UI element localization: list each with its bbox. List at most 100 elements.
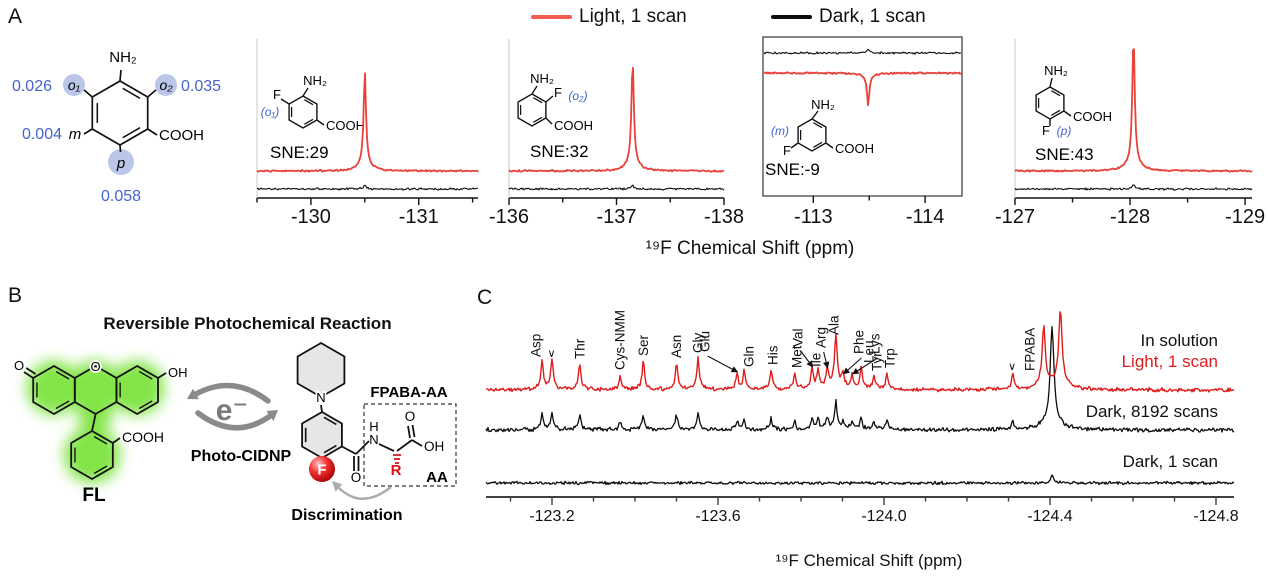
peak-label-ser: Ser	[636, 334, 651, 356]
tick-label: -114	[906, 206, 945, 228]
trace-light-1-scan	[1014, 48, 1253, 173]
peak-label-arrow	[822, 351, 830, 369]
spectrum-a4-para: NH₂ COOH F (p) SNE:43 -127 -128 -129	[995, 39, 1265, 228]
trace-light-1-scan	[508, 66, 725, 173]
inset-molecule-o2: NH₂ F (o₂) COOH	[517, 71, 593, 133]
f-label: F	[317, 462, 326, 479]
amide-n-label: N	[369, 432, 378, 447]
double-bond	[93, 465, 108, 475]
peak-label-arg: Arg	[814, 327, 829, 348]
impurity-marker: ∨	[1008, 361, 1016, 373]
double-bond	[1051, 90, 1061, 97]
double-bond	[122, 87, 141, 99]
electron-label: e⁻	[216, 394, 249, 427]
peak-label-fpaba: FPABA	[1022, 328, 1037, 371]
peak-label-asp: Asp	[529, 334, 544, 357]
peak-label-ile: Ile	[809, 353, 824, 367]
spectrum-a1-ortho1: NH₂ F (o₁) COOH SNE:29 -130 -131	[256, 39, 479, 228]
cooh-label: COOH	[1073, 109, 1112, 124]
peak-label-val: Val	[791, 328, 806, 347]
spectrum-a2-ortho2: NH₂ F (o₂) COOH SNE:32 -136 -137 -138	[489, 39, 744, 228]
p-enhancement-value: 0.058	[101, 188, 141, 205]
tick-label: -137	[596, 206, 636, 228]
amide-h-label: H	[369, 419, 378, 434]
nh2-label: NH₂	[303, 73, 327, 88]
peak-label-his: His	[766, 345, 781, 365]
peak-label-ala: Ala	[826, 315, 841, 335]
peak-label-thr: Thr	[572, 338, 587, 359]
double-bond	[1051, 109, 1061, 116]
p-highlight-circle	[108, 149, 134, 175]
discrimination-label: Discrimination	[291, 507, 402, 524]
tick-label: -123.6	[695, 508, 740, 525]
panel-b-letter: B	[8, 284, 23, 307]
chiral-wedge	[393, 454, 401, 464]
double-bond	[304, 118, 314, 125]
double-bond	[55, 370, 70, 380]
panel-a-letter: A	[8, 5, 23, 28]
carbonyl-o-label: O	[351, 470, 362, 485]
electron-cycle-arrows: e⁻	[187, 382, 278, 431]
trace-light-1-scan	[763, 71, 962, 107]
peak-label-asn: Asn	[669, 335, 684, 358]
tick-label: -124.0	[861, 508, 906, 525]
tick-label: -123.2	[529, 508, 574, 525]
r-group-label: R	[391, 462, 402, 479]
tick-label: -113	[794, 206, 833, 228]
panel-a-axis-title: ¹⁹F Chemical Shift (ppm)	[645, 238, 855, 259]
position-label: (o₂)	[568, 89, 587, 103]
inset-molecule-m: NH₂ (m) F COOH	[771, 97, 874, 158]
peak-label-gly: Gly	[691, 333, 706, 354]
piperidine-n-label: N	[316, 390, 325, 405]
double-bond	[813, 122, 823, 129]
panel-b-scheme: O O OH COOH FL e⁻ Photo-CIDNP N F	[12, 341, 457, 524]
ketone-o-label: O	[14, 358, 24, 373]
nh2-label: NH₂	[1044, 63, 1068, 78]
peak-label-phe: Phe	[851, 330, 866, 354]
tick-label: -128	[1110, 206, 1150, 228]
tick-label: -131	[399, 206, 439, 228]
peak-label-arrow	[843, 357, 862, 375]
sne-value: SNE:32	[530, 142, 589, 161]
trace-label-dark-1-scan: Dark, 1 scan	[1122, 452, 1218, 471]
panel-c-letter: C	[477, 286, 493, 309]
legend-dark-line	[771, 15, 812, 19]
peak-label-met: Met	[789, 345, 804, 368]
trace-dark-1-scan	[1014, 184, 1253, 191]
peak-label-arrow	[800, 350, 814, 368]
cooh-label: COOH	[835, 141, 874, 156]
xanthene-o-label: O	[91, 359, 101, 374]
peak-label-trp: Trp	[882, 348, 897, 368]
tick-label: -129	[1225, 206, 1265, 228]
hyperpolarization-molecule-diagram: NH₂ COOH o₁ o₂ m p 0.026 0.035 0.004 0.0…	[12, 49, 221, 205]
f-label: F	[554, 85, 562, 100]
o2-position-label: o₂	[159, 77, 173, 93]
benzene-ring	[63, 69, 177, 175]
peak-label-gln: Gln	[742, 346, 757, 367]
oh-label: OH	[168, 365, 188, 380]
double-bond	[533, 116, 543, 123]
trace-light-1-scan	[256, 72, 479, 173]
trace-dark-8192-scans	[485, 326, 1235, 433]
fpaba-benzene-ring	[301, 410, 343, 460]
double-bond	[323, 444, 337, 454]
fpaba-aa-structure: N F O H N R O OH	[296, 341, 457, 500]
peak-label-arrow	[852, 357, 878, 375]
double-bond	[533, 97, 543, 104]
nh2-label: NH₂	[811, 97, 835, 112]
cooh-label: COOH	[554, 118, 593, 133]
plot-box	[762, 36, 963, 197]
o2-enhancement-value: 0.035	[181, 78, 221, 95]
peak-label-cys-nmm: Cys-NMM	[613, 310, 628, 370]
tick-label: -136	[489, 206, 529, 228]
tick-label: -124.8	[1193, 508, 1238, 525]
double-bond	[93, 435, 108, 445]
m-enhancement-value: 0.004	[22, 126, 62, 143]
p-position-label: p	[116, 155, 125, 172]
position-label: (m)	[771, 124, 789, 138]
o1-highlight-circle	[63, 74, 85, 96]
fluorescein-glow	[27, 361, 164, 483]
double-bond	[55, 400, 70, 410]
